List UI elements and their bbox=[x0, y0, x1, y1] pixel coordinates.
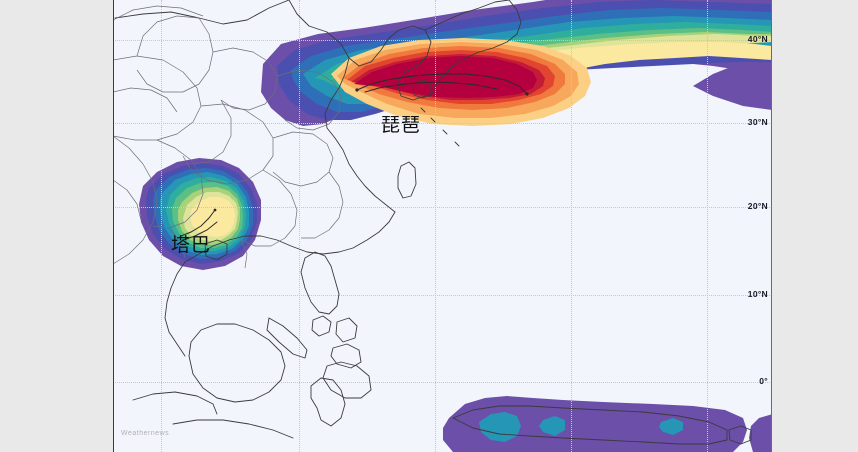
gridline-lat-0 bbox=[113, 382, 772, 383]
storm-track-layer bbox=[180, 73, 529, 241]
storm-label-tapah: 塔巴 bbox=[171, 234, 212, 256]
coastline-layer bbox=[113, 0, 752, 445]
storm-label-peipah: 琵琶 bbox=[381, 114, 422, 136]
gridline-lon-3 bbox=[435, 0, 436, 452]
gridline-lon-4 bbox=[571, 0, 572, 452]
right-gutter bbox=[772, 0, 858, 452]
storm-field-peipah bbox=[261, 0, 772, 126]
gridline-lat-10 bbox=[113, 295, 772, 296]
gridline-lat-20 bbox=[113, 207, 772, 208]
gridline-lon-1 bbox=[161, 0, 162, 452]
lat-label-10n: 10°N bbox=[747, 289, 768, 299]
watermark-text: Weathernews bbox=[121, 430, 170, 437]
probability-contour-layer bbox=[139, 0, 772, 452]
lat-label-0: 0° bbox=[759, 376, 768, 386]
left-gutter bbox=[0, 0, 113, 452]
gridline-lon-2 bbox=[299, 0, 300, 452]
gridline-lon-5 bbox=[707, 0, 708, 452]
typhoon-probability-map[interactable]: 40°N 30°N 20°N 10°N 0° 琵琶 塔巴 Weathernews bbox=[113, 0, 772, 452]
lat-label-20n: 20°N bbox=[747, 201, 768, 211]
gridline-lat-40 bbox=[113, 40, 772, 41]
lat-label-40n: 40°N bbox=[747, 34, 768, 44]
gridline-lat-30 bbox=[113, 123, 772, 124]
lat-label-30n: 30°N bbox=[747, 117, 768, 127]
